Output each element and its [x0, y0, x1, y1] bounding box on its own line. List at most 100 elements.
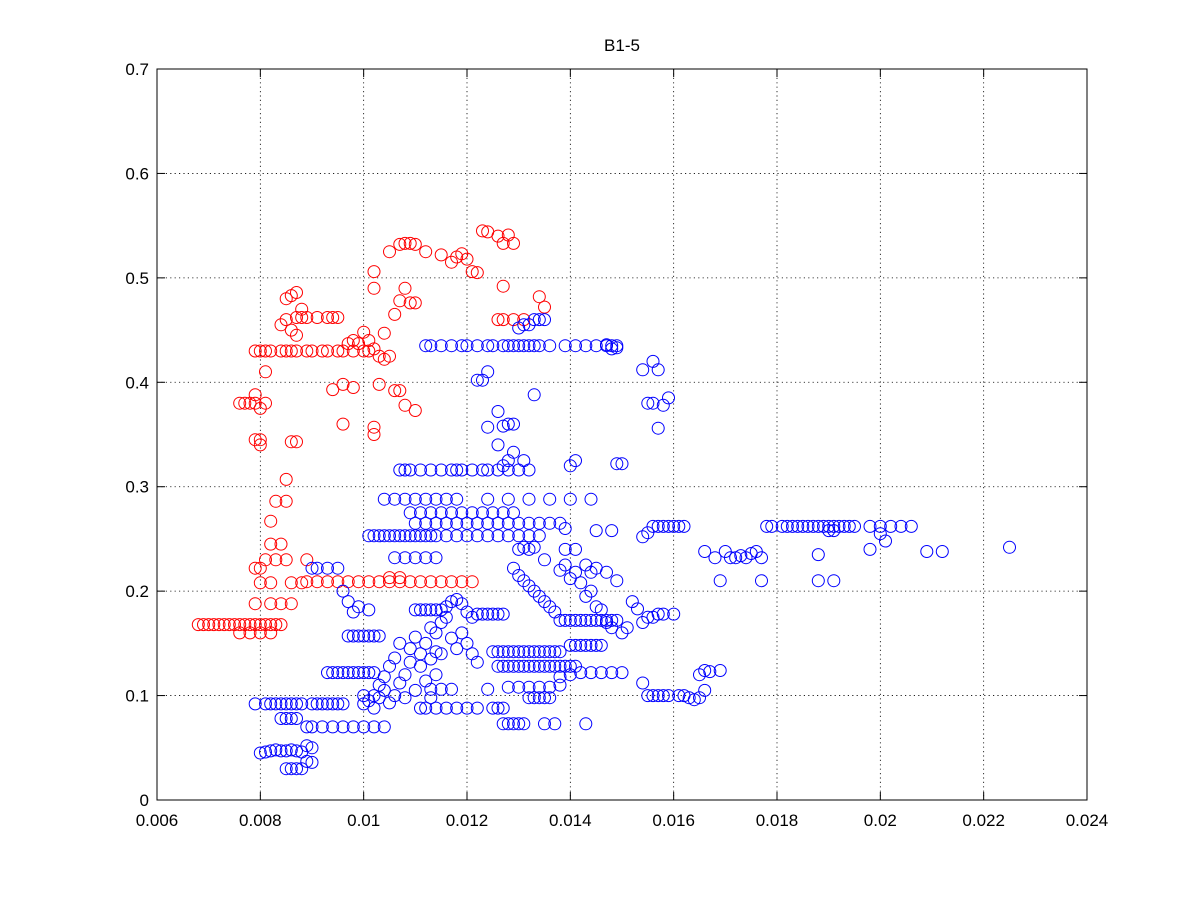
data-point: [450, 701, 464, 715]
data-point: [465, 506, 479, 520]
data-point: [331, 344, 345, 358]
data-point: [346, 720, 360, 734]
data-point: [656, 519, 670, 533]
data-point: [341, 666, 355, 680]
data-point: [388, 689, 402, 703]
data-point: [579, 589, 593, 603]
data-point: [641, 689, 655, 703]
data-point: [827, 574, 841, 588]
data-point: [641, 610, 655, 624]
y-tick-label: 0.5: [125, 269, 149, 288]
data-point: [429, 626, 443, 640]
data-point: [558, 558, 572, 572]
data-point: [362, 344, 376, 358]
data-point: [274, 597, 288, 611]
data-point: [279, 494, 293, 508]
data-point: [398, 398, 412, 412]
data-point: [295, 697, 309, 711]
data-point: [310, 575, 324, 589]
data-point: [641, 396, 655, 410]
data-point: [367, 629, 381, 643]
data-point: [563, 638, 577, 652]
data-point: [491, 701, 505, 715]
data-point: [357, 666, 371, 680]
data-point: [233, 626, 247, 640]
data-point: [522, 691, 536, 705]
data-point: [419, 516, 433, 530]
data-point: [305, 344, 319, 358]
data-point: [553, 645, 567, 659]
data-point: [491, 463, 505, 477]
data-point: [248, 388, 262, 402]
data-point: [491, 516, 505, 530]
data-point: [393, 384, 407, 398]
data-point: [501, 516, 515, 530]
data-point: [455, 247, 469, 261]
y-tick-label: 0.4: [125, 373, 149, 392]
data-point: [398, 668, 412, 682]
data-point: [264, 626, 278, 640]
data-point: [336, 584, 350, 598]
data-point: [305, 720, 319, 734]
data-point: [569, 542, 582, 556]
data-point: [827, 519, 841, 533]
data-point: [713, 664, 727, 677]
data-point: [259, 365, 272, 379]
data-point: [569, 454, 582, 468]
data-point: [274, 712, 288, 725]
data-point: [424, 621, 438, 635]
data-point: [584, 613, 598, 627]
data-point: [522, 645, 536, 659]
data-point: [455, 339, 469, 353]
axis-ticks: 0.006 0.008 0.01 0.012 0.014 0.016 0.018 0.02 0.…: [125, 60, 1108, 830]
data-point: [331, 561, 345, 575]
data-point: [424, 339, 438, 353]
data-point: [491, 659, 505, 673]
data-point: [760, 519, 774, 533]
x-tick-label: 0.016: [652, 811, 695, 830]
data-point: [212, 618, 226, 632]
data-point: [388, 551, 402, 565]
data-point: [532, 313, 546, 327]
data-point: [403, 506, 417, 520]
data-point: [507, 659, 520, 673]
data-point: [584, 584, 598, 598]
data-point: [336, 720, 350, 734]
data-point: [419, 636, 433, 650]
data-point: [563, 668, 577, 682]
data-point: [445, 631, 458, 645]
data-point: [620, 621, 634, 635]
data-point: [589, 638, 603, 652]
data-point: [336, 666, 350, 680]
data-point: [470, 607, 484, 621]
data-point: [538, 691, 551, 705]
data-point: [476, 506, 489, 520]
data-point: [594, 638, 608, 652]
data-point: [264, 576, 278, 590]
data-point: [424, 529, 438, 543]
data-point: [408, 492, 422, 506]
x-tick-label: 0.022: [962, 811, 1005, 830]
data-point: [558, 522, 572, 535]
data-point: [372, 529, 386, 543]
data-point: [388, 307, 402, 321]
data-point: [470, 266, 484, 280]
data-point: [424, 575, 438, 589]
data-point: [894, 519, 908, 533]
data-point: [646, 396, 660, 410]
data-point: [408, 237, 422, 251]
data-point: [703, 665, 717, 679]
data-point: [527, 388, 541, 402]
data-point: [873, 519, 887, 533]
data-point: [284, 597, 298, 611]
data-point: [600, 565, 613, 579]
data-point: [274, 618, 288, 632]
data-point: [388, 651, 402, 665]
data-point: [527, 540, 541, 554]
data-point: [414, 575, 427, 589]
data-point: [305, 741, 319, 755]
data-point: [481, 463, 495, 477]
data-point: [579, 339, 593, 353]
data-point: [656, 607, 670, 621]
data-point: [501, 680, 515, 694]
